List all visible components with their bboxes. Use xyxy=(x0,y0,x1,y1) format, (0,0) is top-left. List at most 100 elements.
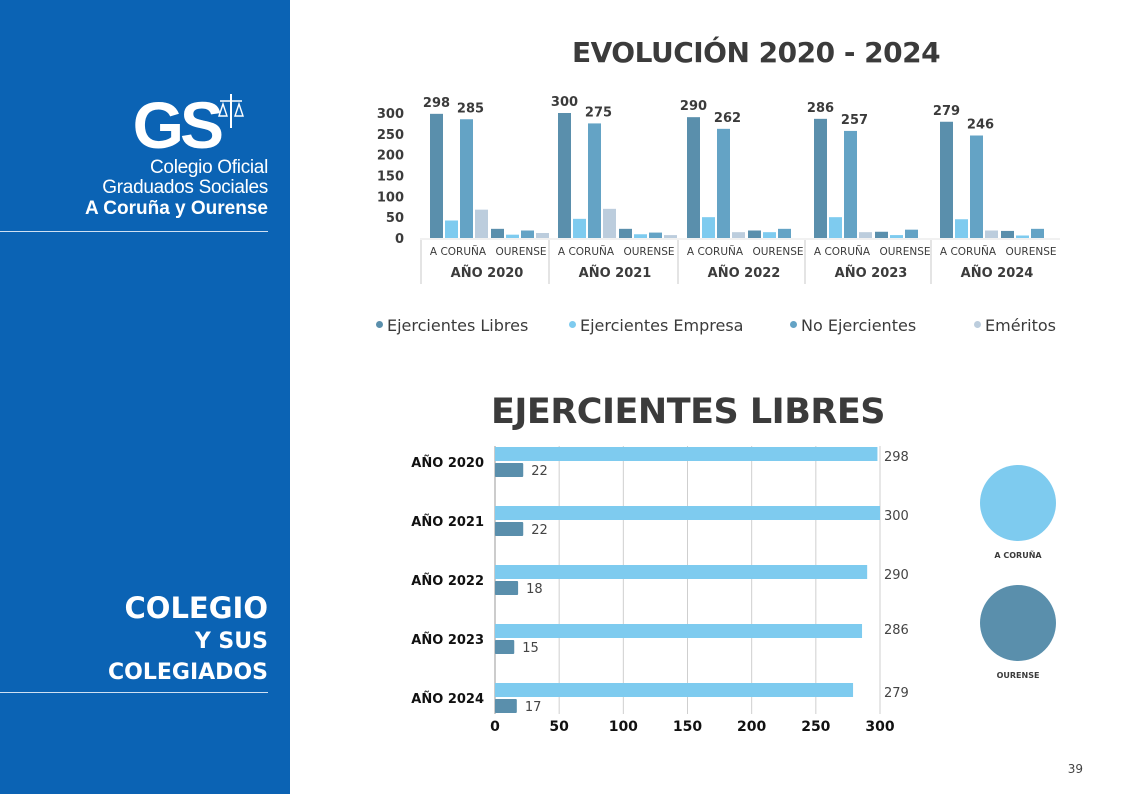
bar xyxy=(1001,230,1014,238)
bar xyxy=(634,234,647,238)
bar xyxy=(687,117,700,238)
x-tick-label: 50 xyxy=(549,719,569,735)
bar xyxy=(890,235,903,238)
logo-text-line1: Colegio Oficial xyxy=(150,157,268,178)
x-tick-label: 300 xyxy=(865,719,894,735)
x-tick-label: 0 xyxy=(490,719,500,735)
chart1-title: EVOLUCIÓN 2020 - 2024 xyxy=(572,36,941,69)
evolution-chart: 0 50 100 150 200 250 300 298 285 A CORUÑA OURENSE A… xyxy=(377,95,1060,284)
data-label: 246 xyxy=(967,118,994,133)
value-label-ourense: 15 xyxy=(522,641,539,656)
section-title: COLEGIO Y SUS COLEGIADOS xyxy=(108,590,268,688)
bar xyxy=(536,233,549,238)
x-subgroup-label: OURENSE xyxy=(879,246,930,258)
bar xyxy=(491,228,504,238)
x-subgroup-label: A CORUÑA xyxy=(814,245,871,258)
legend-item-ejercientes-empresa: Ejercientes Empresa xyxy=(569,316,743,335)
bar xyxy=(940,121,953,238)
legend-item-no-ejercientes: No Ejercientes xyxy=(790,316,916,335)
bar-coruna xyxy=(495,565,868,579)
data-label: 290 xyxy=(680,99,707,114)
value-label-coruna: 300 xyxy=(884,509,909,524)
legend-label: No Ejercientes xyxy=(801,316,917,335)
bar-ourense xyxy=(495,640,515,654)
data-label: 279 xyxy=(933,104,960,119)
bar-ourense xyxy=(495,581,519,595)
legend-item-ejercientes-libres: Ejercientes Libres xyxy=(376,316,528,335)
category-label: AÑO 2020 xyxy=(411,455,484,471)
x-group-label: AÑO 2021 xyxy=(579,265,652,281)
bar xyxy=(475,209,488,238)
bar xyxy=(763,232,776,238)
bar xyxy=(985,230,998,238)
legend-swatch xyxy=(974,321,981,328)
bar xyxy=(859,232,872,238)
logo-text-line2: Graduados Sociales xyxy=(102,177,268,198)
bar xyxy=(732,232,745,238)
data-label: 257 xyxy=(841,113,868,128)
section-title-line3: COLEGIADOS xyxy=(108,660,268,685)
bar xyxy=(573,218,586,238)
bar xyxy=(778,228,791,238)
bar xyxy=(1016,235,1029,238)
data-label: 298 xyxy=(423,96,450,111)
x-group-label: AÑO 2023 xyxy=(835,265,908,281)
chart1-legend: Ejercientes Libres Ejercientes Empresa N… xyxy=(376,316,1086,338)
data-label: 262 xyxy=(714,111,741,126)
key-coruna: A CORUÑA xyxy=(980,465,1056,560)
bar xyxy=(905,229,918,238)
bar xyxy=(955,219,968,238)
x-tick-label: 150 xyxy=(673,719,702,735)
x-subgroup-label: OURENSE xyxy=(495,246,546,258)
y-tick-label: 200 xyxy=(377,149,404,164)
legend-swatch xyxy=(569,321,576,328)
bar xyxy=(829,217,842,238)
x-group-label: AÑO 2022 xyxy=(708,265,781,281)
value-label-coruna: 290 xyxy=(884,568,909,583)
key-coruna-swatch xyxy=(980,465,1056,541)
logo-text-line3: A Coruña y Ourense xyxy=(84,198,268,219)
y-tick-label: 300 xyxy=(377,107,404,122)
bar xyxy=(1031,228,1044,238)
bar xyxy=(717,128,730,238)
data-label: 275 xyxy=(585,105,612,120)
data-label: 286 xyxy=(807,101,834,116)
y-tick-label: 150 xyxy=(377,170,404,185)
category-label: AÑO 2023 xyxy=(411,632,484,648)
page-number: 39 xyxy=(1067,762,1083,776)
bar xyxy=(844,130,857,238)
legend-swatch xyxy=(790,321,797,328)
legend-label: Eméritos xyxy=(985,316,1056,335)
x-subgroup-label: OURENSE xyxy=(752,246,803,258)
bar xyxy=(664,235,677,238)
y-tick-label: 250 xyxy=(377,128,404,143)
bar xyxy=(603,208,616,238)
bar xyxy=(521,230,534,238)
chart2-title: EJERCIENTES LIBRES xyxy=(491,392,885,432)
key-ourense-swatch xyxy=(980,585,1056,661)
legend-label: Ejercientes Empresa xyxy=(580,316,744,335)
section-title-line2: Y SUS xyxy=(194,629,268,654)
section-title-line1: COLEGIO xyxy=(124,591,268,625)
value-label-ourense: 18 xyxy=(526,582,543,597)
key-ourense-label: OURENSE xyxy=(996,671,1040,680)
bar-coruna xyxy=(495,506,880,520)
value-label-coruna: 279 xyxy=(884,686,909,701)
x-subgroup-label: A CORUÑA xyxy=(430,245,487,258)
x-subgroup-label: A CORUÑA xyxy=(558,245,615,258)
bar-ourense xyxy=(495,463,524,477)
x-tick-label: 200 xyxy=(737,719,766,735)
value-label-ourense: 17 xyxy=(525,700,542,715)
data-label: 285 xyxy=(457,101,484,116)
bar xyxy=(748,230,761,238)
x-group-label: AÑO 2020 xyxy=(451,265,524,281)
x-group-label: AÑO 2024 xyxy=(961,265,1034,281)
value-label-ourense: 22 xyxy=(531,464,548,479)
category-label: AÑO 2024 xyxy=(411,691,484,707)
key-coruna-label: A CORUÑA xyxy=(994,551,1042,560)
logo-monogram: GS xyxy=(132,88,224,162)
bar-coruna xyxy=(495,683,854,697)
y-tick-label: 100 xyxy=(377,190,404,205)
x-subgroup-label: OURENSE xyxy=(623,246,674,258)
